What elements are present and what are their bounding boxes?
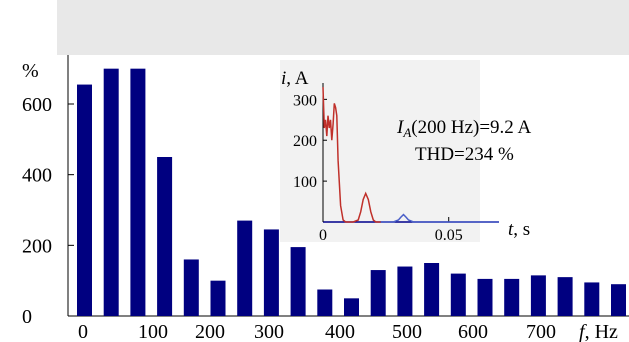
bar	[424, 263, 440, 316]
annotation-thd: THD=234 %	[415, 144, 514, 165]
inset-background	[280, 60, 480, 242]
bar	[584, 282, 600, 316]
inset-plot: 100 200 300 0 0.05	[280, 60, 499, 244]
bar	[130, 68, 146, 317]
main-plot-area: 0 200 400 600 0 100 200 300 400 500 600 700	[22, 55, 629, 342]
bar	[450, 273, 466, 316]
top-band	[57, 0, 629, 55]
bar	[103, 68, 119, 317]
x-tick-label: 200	[195, 321, 225, 342]
inset-y-tick-label: 200	[293, 133, 317, 150]
y-tick-label: 200	[22, 235, 52, 257]
bar	[611, 284, 626, 316]
inset-x-tick-label: 0	[319, 227, 327, 244]
bar	[77, 84, 92, 316]
x-tick-label: 500	[392, 321, 422, 342]
y-tick-label: 600	[22, 94, 52, 116]
bar	[477, 278, 493, 316]
x-tick-label: 300	[254, 321, 284, 342]
y-tick-label: 0	[22, 306, 32, 328]
inset-x-axis-label: t, s	[508, 219, 530, 240]
bar	[317, 289, 333, 316]
x-tick-label: 100	[138, 321, 168, 342]
annotation-current-200hz: IA(200 Hz)=9.2 A	[396, 117, 532, 140]
bar	[397, 266, 413, 316]
bar	[210, 280, 226, 316]
inset-series-line	[380, 213, 499, 223]
bar	[290, 247, 306, 316]
inset-y-tick-label: 100	[293, 174, 317, 191]
main-y-axis-label: %	[22, 60, 39, 82]
x-tick-label: 0	[78, 321, 88, 342]
bar	[370, 270, 386, 316]
bar	[157, 157, 173, 316]
inset-y-axis-label: i, A	[281, 68, 309, 89]
inset-series-line	[322, 87, 381, 223]
x-tick-label: 400	[325, 321, 355, 342]
inset-y-tick-label: 300	[293, 92, 317, 109]
bar	[344, 298, 359, 316]
bar	[237, 220, 253, 316]
x-tick-label: 700	[526, 321, 556, 342]
bar	[263, 229, 279, 316]
y-tick-label: 400	[22, 165, 52, 187]
bar	[557, 277, 573, 316]
bar	[530, 275, 546, 316]
main-x-axis-label: f, Hz	[579, 321, 618, 342]
main-x-axis-label-unit: , Hz	[585, 321, 618, 342]
bar	[183, 259, 199, 316]
bar	[504, 278, 520, 316]
inset-x-tick-label: 0.05	[435, 227, 463, 244]
x-tick-label: 600	[458, 321, 488, 342]
main-x-axis-label-var: f	[579, 321, 587, 342]
